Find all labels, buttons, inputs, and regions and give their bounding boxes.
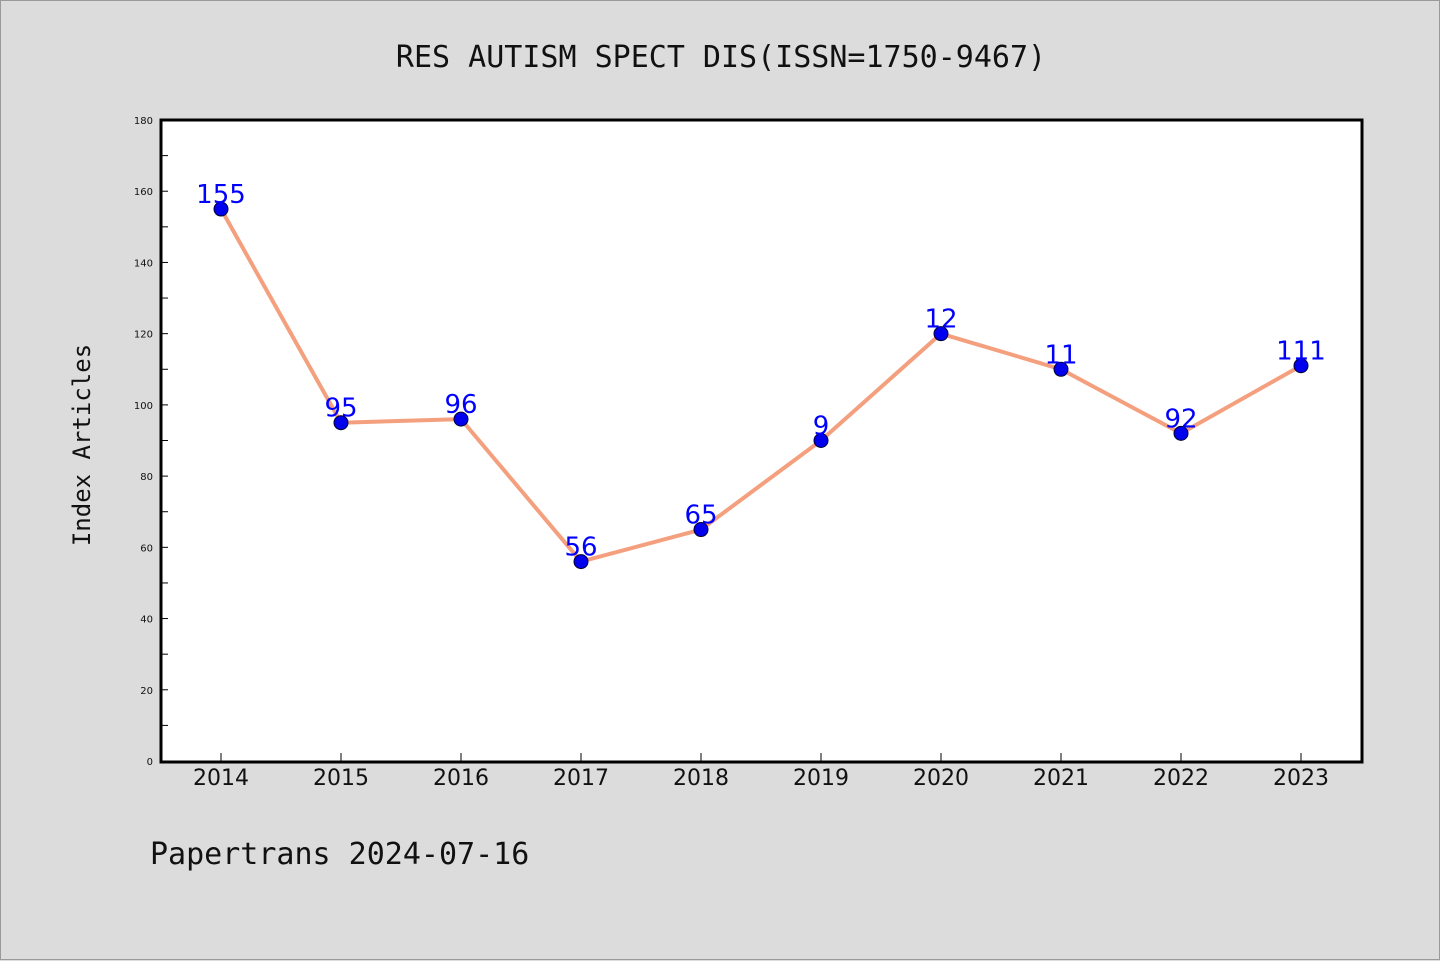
plot-area xyxy=(159,118,1364,764)
x-tick-label: 2018 xyxy=(673,766,729,791)
data-point xyxy=(1053,361,1069,377)
y-tick-label: 140 xyxy=(134,258,153,269)
x-tick-label: 2015 xyxy=(313,766,369,791)
x-tick-label: 2023 xyxy=(1273,766,1329,791)
data-label: 92 xyxy=(1164,404,1197,434)
y-tick-label: 160 xyxy=(134,187,153,198)
footer-text: Papertrans 2024-07-16 xyxy=(150,837,529,872)
data-point xyxy=(573,554,589,570)
y-tick-label: 60 xyxy=(140,543,153,554)
series-line xyxy=(219,207,1303,564)
data-label: 12 xyxy=(924,305,957,335)
x-tick-label: 2021 xyxy=(1033,766,1089,791)
x-tick-label: 2017 xyxy=(553,766,609,791)
data-point xyxy=(813,433,829,448)
data-point xyxy=(213,201,229,217)
y-tick-label: 180 xyxy=(134,116,153,127)
y-axis: 0 20 40 60 80 100 120 140 160 180 xyxy=(134,116,168,768)
data-label: 65 xyxy=(684,501,717,531)
x-axis: 2014 2015 2016 2017 2018 2019 2020 2021 2022 2023 xyxy=(193,753,1329,791)
y-tick-label: 20 xyxy=(140,686,153,697)
x-tick-label: 2020 xyxy=(913,766,969,791)
y-axis-label: Index Articles xyxy=(68,344,96,546)
data-point xyxy=(933,326,949,342)
data-label: 56 xyxy=(564,533,597,563)
data-point xyxy=(333,415,349,431)
y-tick-label: 80 xyxy=(140,472,153,483)
data-point xyxy=(1173,425,1189,441)
x-tick-label: 2014 xyxy=(193,766,249,791)
x-tick-label: 2022 xyxy=(1153,766,1209,791)
data-point xyxy=(693,522,709,538)
series-group xyxy=(213,201,1309,570)
data-label: 95 xyxy=(324,394,357,424)
y-tick-label: 40 xyxy=(140,615,153,626)
data-label: 111 xyxy=(1276,337,1326,367)
data-point xyxy=(453,411,469,427)
data-label: 11 xyxy=(1044,340,1077,370)
y-tick-label: 100 xyxy=(134,401,153,412)
y-tick-label: 120 xyxy=(134,330,153,341)
chart-title: RES AUTISM SPECT DIS(ISSN=1750-9467) xyxy=(396,40,1046,75)
y-tick-label: 0 xyxy=(147,757,153,768)
data-point xyxy=(1293,358,1309,374)
data-label: 9 xyxy=(813,412,830,442)
x-tick-label: 2019 xyxy=(793,766,849,791)
data-label: 155 xyxy=(196,180,246,210)
x-tick-label: 2016 xyxy=(433,766,489,791)
data-label: 96 xyxy=(444,390,477,420)
data-labels: 155 95 96 56 65 9 12 11 92 111 xyxy=(196,180,1326,563)
